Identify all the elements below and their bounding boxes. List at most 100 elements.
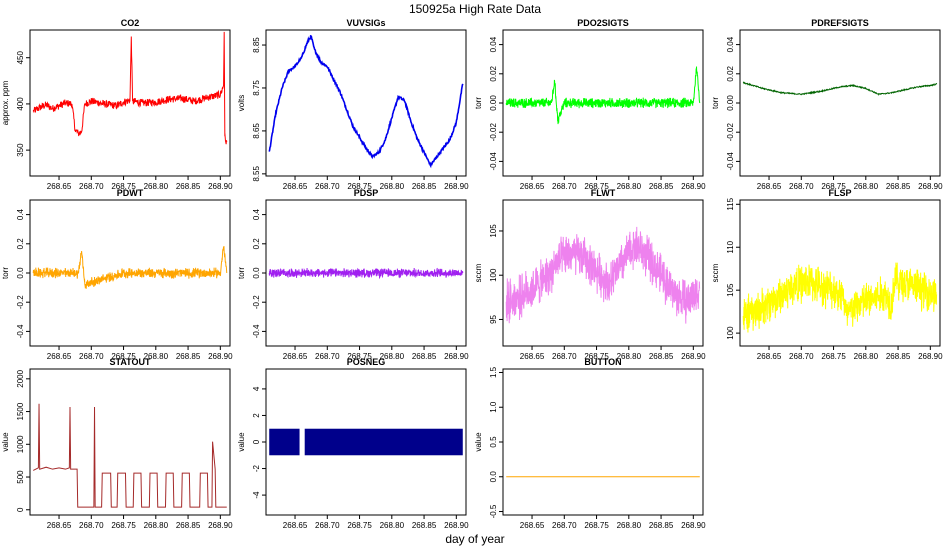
panel-pdrefsigts: PDREFSIGTS -0.04 -0.02 0.00 0.02 0.04 268.65 26… [711,18,943,191]
panel-button: BUTTON -0.5 0.0 0.5 1.0 1.5 268.65 268.70 268.75… [474,357,706,530]
flsp-xtick-label: 268.65 [757,352,782,361]
panel-vuvsigs: VUVSIGs 8.55 8.65 8.75 8.85 268.65 268.70 268.7… [237,18,469,191]
pdsp-ytick-label: 0.2 [252,238,261,250]
statout-ytick-label: 0 [16,507,25,512]
panel-co2: CO2 350 400 450 268.65 268.70 268.75 268.80 268.… [1,18,233,191]
vuvsigs-ylabel: volts [237,95,246,111]
panel-flsp: FLSP 100 105 110 115 268.65 268.70 268.75 268.80… [711,188,943,361]
pdwt-xtick-label: 268.90 [208,352,233,361]
panel-pdsp: PDSP -0.4 -0.2 0.0 0.2 0.4 268.65 268.70 268.75 2… [237,188,469,361]
flsp-xtick-label: 268.70 [789,352,814,361]
button-ytick-label: 1.0 [489,401,498,413]
co2-title: CO2 [121,18,140,28]
pdrefsigts-xtick-label: 268.70 [789,182,814,191]
pdrefsigts-ytick-label: 0.02 [726,65,735,81]
posneg-ytick-label: -4 [252,491,261,499]
button-xtick-label: 268.90 [681,521,706,530]
pdrefsigts-xtick-label: 268.65 [757,182,782,191]
pdrefsigts-xtick-label: 268.85 [886,182,911,191]
pdwt-title: PDWT [117,188,144,198]
pdrefsigts-ylabel: torr [711,97,720,109]
pdsp-series-line [268,267,464,280]
statout-plot-frame [29,368,231,516]
pdwt-ytick-label: 0.2 [16,238,25,250]
pdsp-ytick-label: 0.4 [252,208,261,220]
pdsp-ytick-label: -0.2 [252,295,261,309]
pdrefsigts-ytick-label: 0.00 [726,95,735,111]
pdsp-ytick-label: -0.4 [252,324,261,338]
co2-plot-area [32,31,228,145]
flwt-title: FLWT [591,188,616,198]
flsp-xtick-label: 268.90 [918,352,943,361]
flsp-ytick-label: 110 [726,240,735,253]
co2-ytick-label: 350 [16,143,25,157]
pdwt-plot-area [32,246,228,289]
co2-xtick-label: 268.80 [144,182,169,191]
pdo2sigts-title: PDO2SIGTS [577,18,629,28]
pdwt-xtick-label: 268.80 [144,352,169,361]
co2-xtick-label: 268.65 [47,182,72,191]
pdrefsigts-ytick-label: 0.04 [726,36,735,52]
posneg-xtick-label: 268.90 [444,521,469,530]
panel-flwt: FLWT 95 100 105 268.65 268.70 268.75 268.80 268.… [474,188,706,361]
pdo2sigts-xtick-label: 268.80 [617,182,642,191]
flsp-xtick-label: 268.75 [821,352,846,361]
vuvsigs-series-line [268,34,464,169]
button-xtick-label: 268.65 [520,521,545,530]
flsp-plot-area [742,262,938,333]
flwt-xtick-label: 268.85 [649,352,674,361]
button-ylabel: value [474,432,483,452]
co2-ytick-label: 400 [16,97,25,111]
posneg-ytick-label: 2 [252,413,261,418]
pdo2sigts-series-line [505,66,701,125]
posneg-plot-area [269,428,463,456]
co2-series-line [32,31,228,145]
pdo2sigts-xtick-label: 268.90 [681,182,706,191]
pdsp-xtick-label: 268.90 [444,352,469,361]
statout-title: STATOUT [110,357,151,367]
co2-xtick-label: 268.75 [111,182,136,191]
pdwt-ytick-label: -0.2 [16,295,25,309]
vuvsigs-xtick-label: 268.75 [347,182,372,191]
vuvsigs-ytick-label: 8.65 [252,123,261,139]
posneg-title: POSNEG [347,357,386,367]
flwt-ytick-label: 105 [489,224,498,238]
flwt-xtick-label: 268.75 [584,352,609,361]
co2-ylabel: approx. ppm [1,80,10,125]
vuvsigs-xtick-label: 268.70 [315,182,340,191]
co2-xtick-label: 268.70 [79,182,104,191]
posneg-band [304,428,463,456]
flsp-title: FLSP [828,188,851,198]
pdsp-ytick-label: 0.0 [252,267,261,279]
statout-ytick-label: 1000 [16,435,25,453]
pdwt-xtick-label: 268.70 [79,352,104,361]
posneg-xtick-label: 268.85 [412,521,437,530]
pdwt-ytick-label: 0.4 [16,208,25,220]
statout-xtick-label: 268.80 [144,521,169,530]
flwt-xtick-label: 268.65 [520,352,545,361]
pdwt-xtick-label: 268.65 [47,352,72,361]
pdwt-ytick-label: 0.0 [16,267,25,279]
statout-xtick-label: 268.65 [47,521,72,530]
flsp-ytick-label: 100 [726,326,735,340]
main-xlabel: day of year [445,532,504,546]
posneg-ylabel: value [237,432,246,452]
vuvsigs-ytick-label: 8.55 [252,166,261,182]
button-xtick-label: 268.70 [552,521,577,530]
button-title: BUTTON [584,357,621,367]
pdrefsigts-xtick-label: 268.90 [918,182,943,191]
vuvsigs-xtick-label: 268.80 [380,182,405,191]
co2-xtick-label: 268.90 [208,182,233,191]
vuvsigs-title: VUVSIGs [346,18,385,28]
vuvsigs-ytick-label: 8.85 [252,37,261,53]
flsp-plot-frame [739,199,941,347]
pdsp-plot-area [268,267,464,280]
pdo2sigts-xtick-label: 268.75 [584,182,609,191]
flsp-ytick-label: 105 [726,283,735,297]
pdo2sigts-xtick-label: 268.65 [520,182,545,191]
pdo2sigts-xtick-label: 268.70 [552,182,577,191]
flsp-series-line [742,262,938,333]
statout-ylabel: value [1,432,10,452]
pdo2sigts-ytick-label: 0.04 [489,36,498,52]
